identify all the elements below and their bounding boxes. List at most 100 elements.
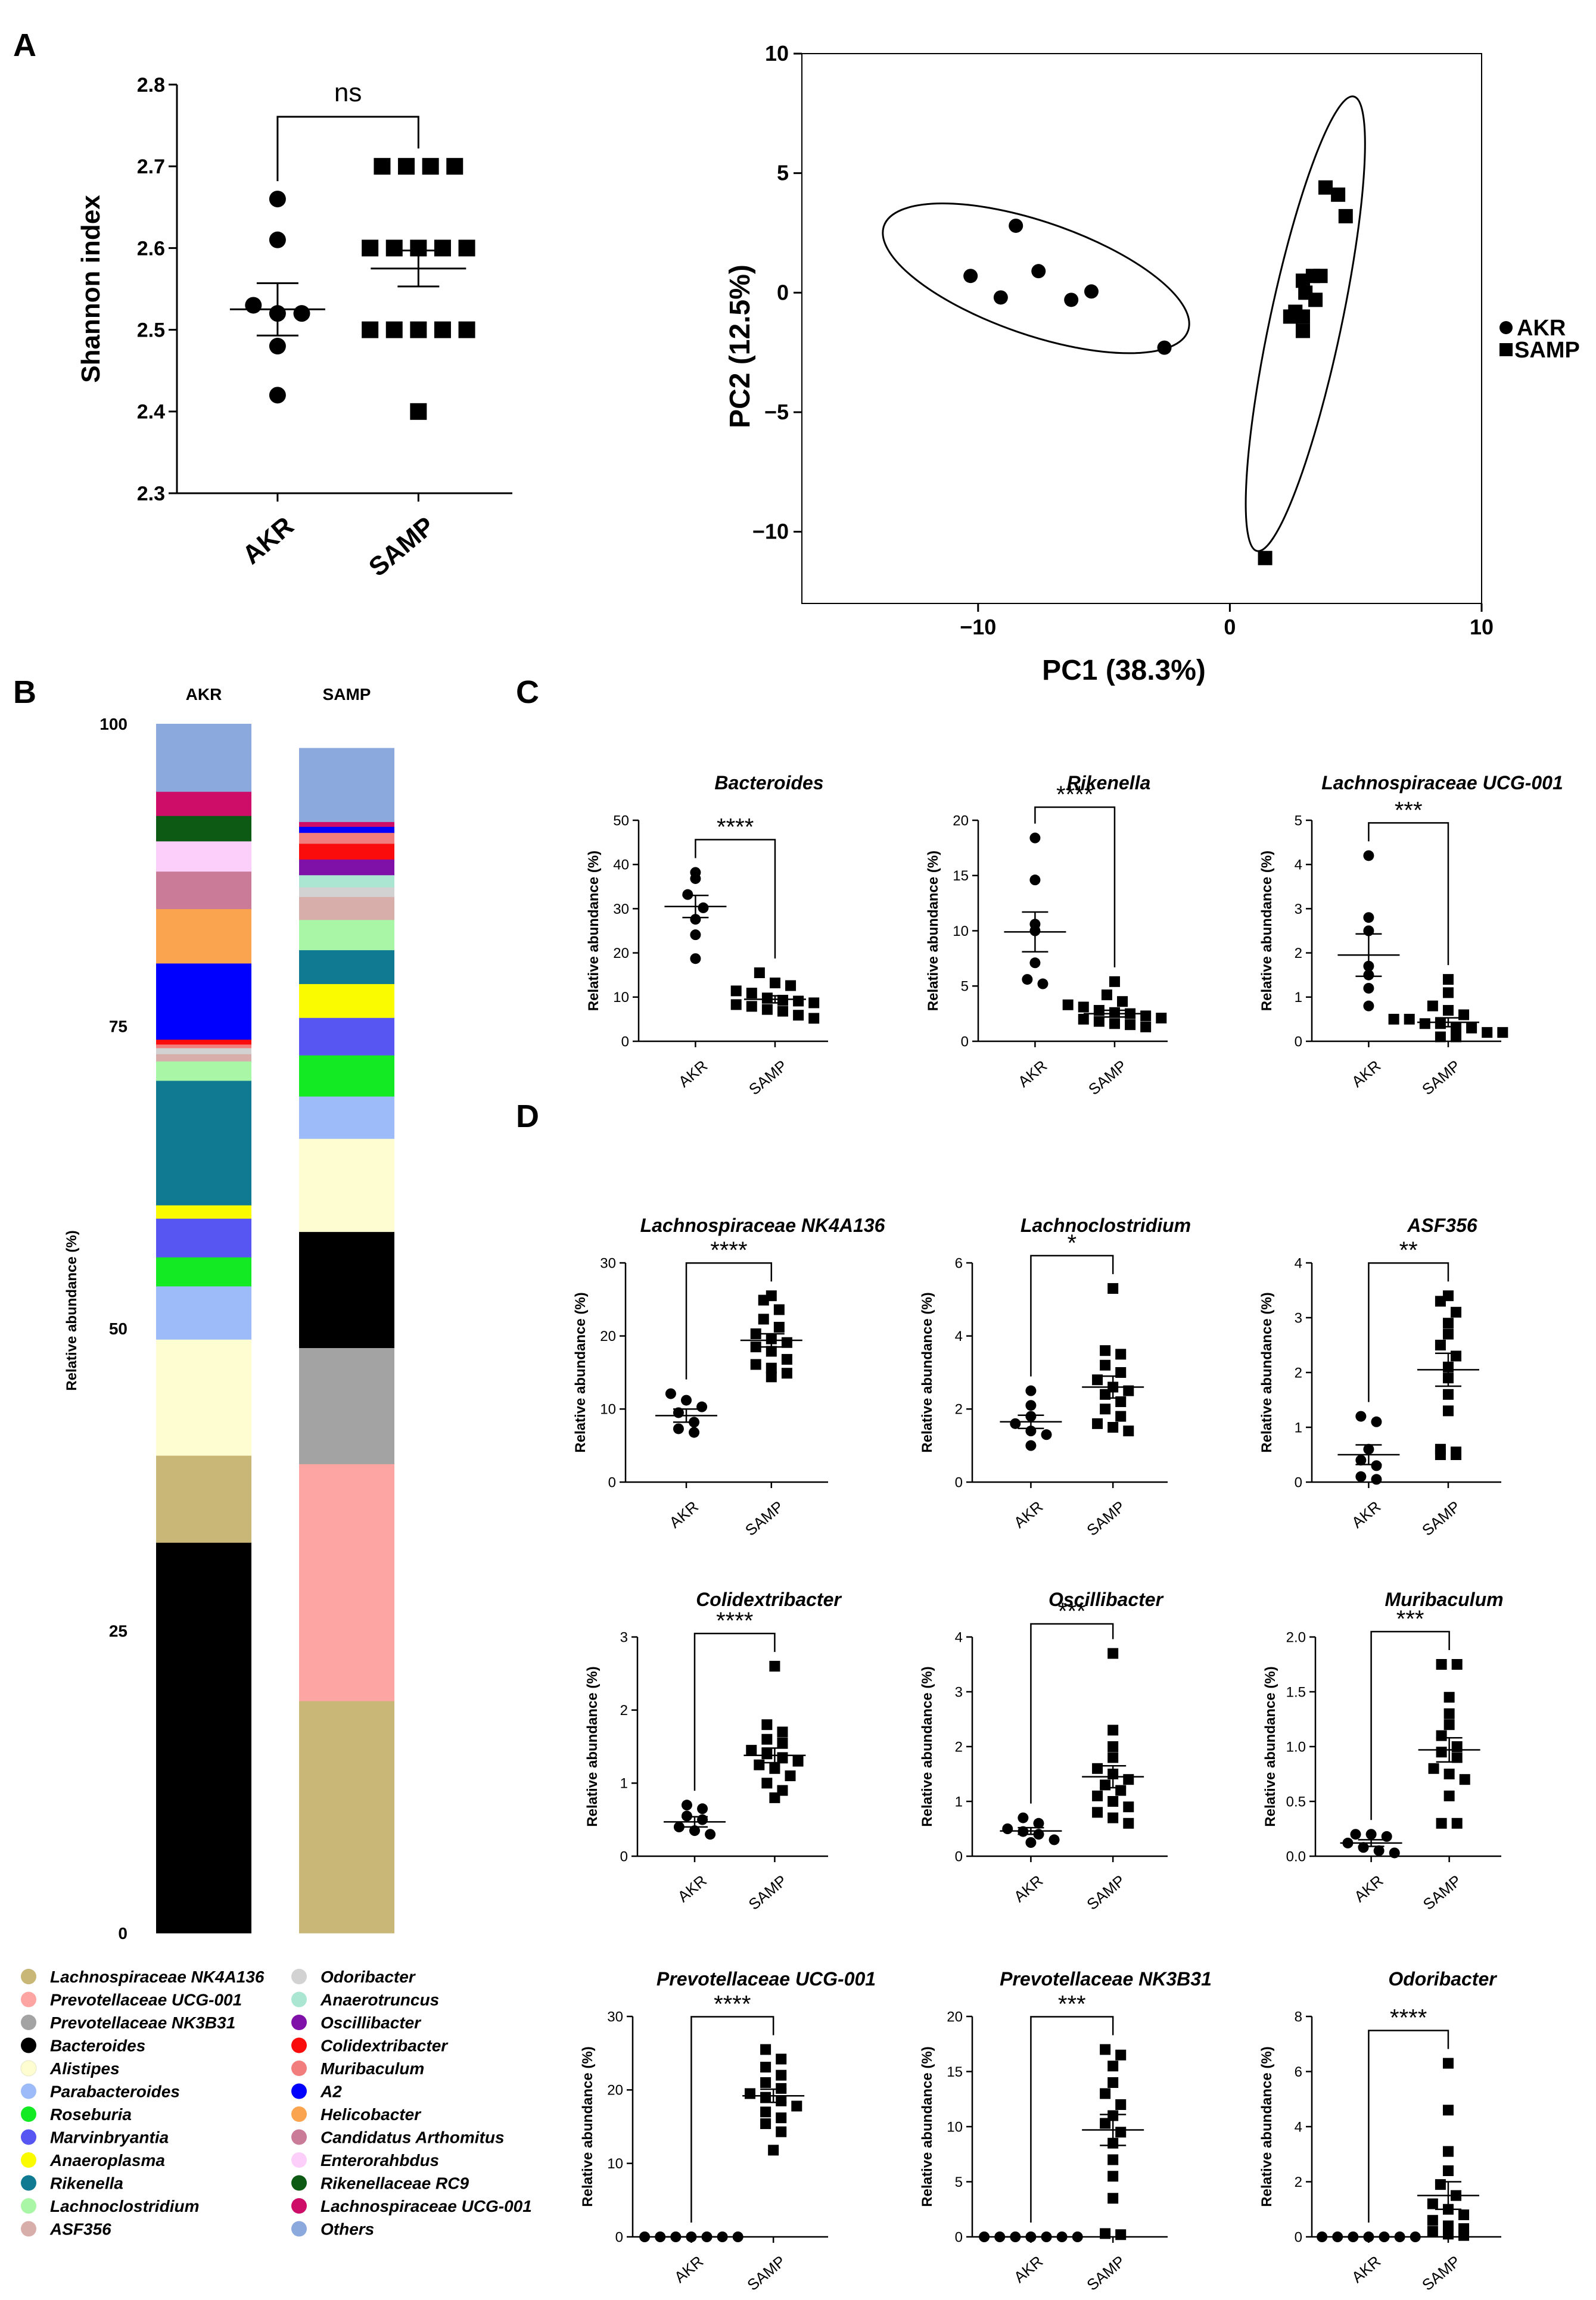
data-point-samp bbox=[1482, 1027, 1493, 1038]
pca-legend-label-akr: AKR bbox=[1517, 316, 1566, 341]
data-point-samp bbox=[750, 1328, 761, 1339]
data-point-akr bbox=[705, 1829, 716, 1840]
pca-point-samp bbox=[1283, 309, 1298, 324]
composition-y-tick-label: 75 bbox=[109, 1017, 127, 1036]
data-point-akr bbox=[1410, 2231, 1421, 2242]
data-point-samp bbox=[458, 239, 475, 257]
x-tick-label-bacteroides: AKR bbox=[675, 1057, 711, 1091]
stacked-segment-samp bbox=[299, 843, 394, 860]
data-point-samp bbox=[1435, 1296, 1446, 1307]
y-tick-label-colidextribacter: 2 bbox=[620, 1703, 628, 1719]
pca-point-akr bbox=[1157, 340, 1172, 355]
data-point-samp bbox=[410, 403, 427, 420]
significance-bracket-odoribacter bbox=[1368, 2030, 1449, 2223]
x-tick-label-oscillibacter: SAMP bbox=[1083, 1872, 1128, 1913]
data-point-akr bbox=[1029, 832, 1041, 844]
stacked-segment-samp bbox=[299, 748, 394, 822]
legend-label: Odoribacter bbox=[321, 1968, 416, 1986]
data-point-samp bbox=[1115, 1349, 1127, 1360]
data-point-samp bbox=[1458, 2209, 1470, 2220]
data-point-akr bbox=[1363, 912, 1374, 923]
data-point-akr bbox=[1355, 1471, 1367, 1482]
data-point-samp bbox=[776, 2053, 787, 2065]
significance-label-colidextribacter: **** bbox=[716, 1608, 753, 1634]
y-tick-label-prevotellaceae-nk3b31: 20 bbox=[947, 2009, 963, 2025]
y-tick-label-shannon: 2.8 bbox=[137, 74, 165, 97]
legend-label: Lachnoclostridium bbox=[50, 2197, 199, 2215]
data-point-samp bbox=[808, 997, 820, 1009]
y-tick-label-rikenella: 5 bbox=[961, 979, 969, 995]
y-axis-label-odoribacter: Relative abundance (%) bbox=[1259, 2046, 1275, 2206]
y-tick-label-lachno-nk4a136: 30 bbox=[600, 1255, 616, 1271]
stacked-segment-akr bbox=[156, 963, 251, 1040]
pca-plot-frame bbox=[801, 53, 1482, 604]
legend-swatch bbox=[21, 1969, 36, 1984]
y-tick-label-oscillibacter: 1 bbox=[955, 1794, 963, 1810]
legend-label: Anaeroplasma bbox=[49, 2151, 165, 2170]
data-point-samp bbox=[730, 985, 742, 997]
stacked-segment-akr bbox=[156, 816, 251, 842]
data-point-samp bbox=[1107, 1422, 1119, 1433]
y-axis-label-colidextribacter: Relative abundance (%) bbox=[584, 1666, 601, 1826]
y-axis-label-bacteroides: Relative abundance (%) bbox=[586, 851, 602, 1011]
x-tick-label-colidextribacter: AKR bbox=[674, 1872, 710, 1906]
legend-label: Rikenellaceae RC9 bbox=[321, 2174, 469, 2193]
y-tick-label-rikenella: 15 bbox=[953, 868, 969, 884]
significance-label-lachnoclostridium: * bbox=[1067, 1230, 1077, 1256]
legend-swatch bbox=[21, 2152, 36, 2168]
stacked-segment-samp bbox=[299, 859, 394, 876]
y-tick-label-asf356: 2 bbox=[1295, 1365, 1302, 1381]
significance-bracket-shannon bbox=[276, 116, 419, 182]
legend-swatch bbox=[21, 2015, 36, 2030]
data-point-akr bbox=[979, 2231, 990, 2242]
legend-swatch bbox=[291, 2061, 307, 2076]
stacked-segment-samp bbox=[299, 821, 394, 827]
chart-title-lachno-ucg001: Lachnospiraceae UCG-001 bbox=[1321, 772, 1563, 793]
stacked-segment-akr bbox=[156, 1061, 251, 1081]
x-tick-label-lachno-ucg001: AKR bbox=[1348, 1057, 1384, 1091]
pca-point-akr bbox=[1084, 284, 1099, 299]
stacked-segment-samp bbox=[299, 950, 394, 984]
legend-swatch bbox=[21, 2221, 36, 2237]
y-tick-label-prevotellaceae-ucg001: 20 bbox=[607, 2083, 623, 2099]
data-point-akr bbox=[1037, 978, 1049, 989]
data-point-samp bbox=[1140, 1021, 1152, 1032]
significance-bracket-lachnoclostridium bbox=[1030, 1255, 1114, 1377]
pca-point-akr bbox=[993, 290, 1008, 305]
significance-bracket-asf356 bbox=[1368, 1262, 1449, 1402]
data-point-samp bbox=[746, 1745, 757, 1756]
legend-swatch bbox=[21, 2037, 36, 2053]
chart-title-oscillibacter: Oscillibacter bbox=[1049, 1589, 1164, 1610]
pca-point-samp bbox=[1295, 323, 1310, 338]
data-point-samp bbox=[1436, 1747, 1447, 1758]
legend-swatch bbox=[291, 2106, 307, 2122]
data-point-akr bbox=[1389, 1847, 1400, 1859]
y-tick-label-bacteroides: 40 bbox=[613, 857, 629, 873]
x-tick-label-lachnoclostridium: AKR bbox=[1010, 1498, 1046, 1532]
data-point-samp bbox=[769, 1661, 780, 1672]
legend-label: Candidatus Arthomitus bbox=[321, 2128, 505, 2147]
data-point-samp bbox=[746, 988, 757, 999]
data-point-samp bbox=[1101, 989, 1112, 1001]
pca-y-tick-label: −5 bbox=[764, 400, 789, 424]
data-point-samp bbox=[1100, 1345, 1111, 1356]
y-tick-label-shannon: 2.4 bbox=[137, 401, 165, 424]
legend-label: Marvinbryantia bbox=[50, 2128, 169, 2147]
legend-swatch bbox=[21, 2198, 36, 2214]
data-point-samp bbox=[1419, 1018, 1430, 1029]
y-axis-label-lachno-ucg001: Relative abundance (%) bbox=[1259, 851, 1275, 1011]
data-point-akr bbox=[269, 231, 286, 248]
legend-swatch bbox=[291, 2221, 307, 2237]
data-point-samp bbox=[769, 1792, 780, 1803]
pca-y-tick-label: 0 bbox=[777, 280, 789, 304]
data-point-samp bbox=[1115, 1396, 1127, 1408]
legend-swatch bbox=[291, 2015, 307, 2030]
y-tick-label-prevotellaceae-ucg001: 10 bbox=[607, 2156, 623, 2172]
data-point-samp bbox=[1442, 1005, 1454, 1016]
data-point-samp bbox=[761, 1748, 773, 1760]
pca-point-samp bbox=[1331, 187, 1346, 202]
data-point-samp bbox=[776, 2069, 787, 2081]
chart-title-prevotellaceae-nk3b31: Prevotellaceae NK3B31 bbox=[1000, 1968, 1212, 1990]
y-tick-label-shannon: 2.5 bbox=[137, 319, 165, 342]
stacked-segment-samp bbox=[299, 1464, 394, 1701]
